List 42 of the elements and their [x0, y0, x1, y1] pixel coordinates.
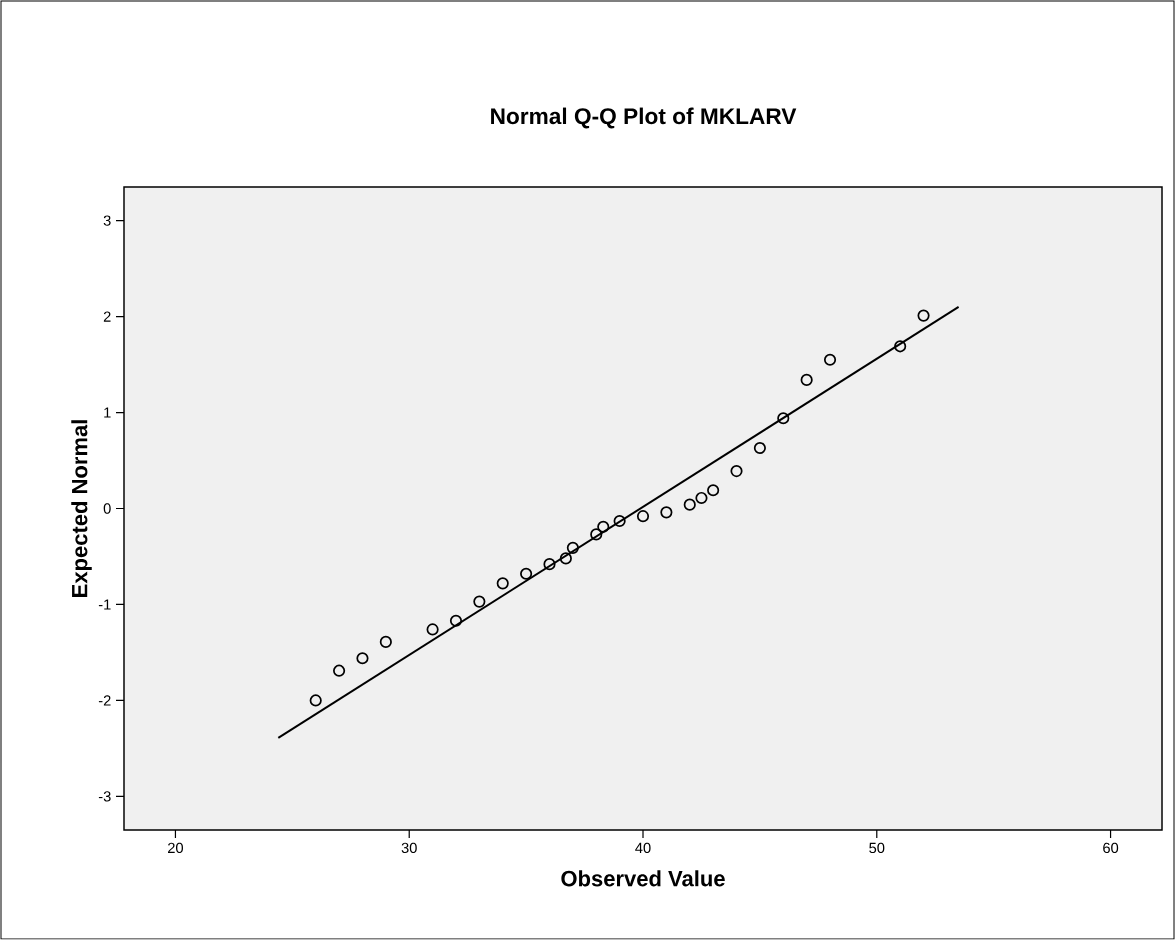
point: [449, 614, 463, 627]
chart-title: Normal Q-Q Plot of MKLARV: [491, 107, 797, 129]
y-axis-title: Expected Normal: [71, 420, 92, 597]
point: [636, 510, 650, 523]
point: [356, 652, 369, 665]
point: [559, 552, 572, 565]
x-tick-label: 60: [1103, 842, 1119, 854]
point: [520, 567, 533, 580]
x-tick-label: 20: [168, 842, 183, 854]
point: [590, 528, 603, 541]
y-tick-label: -1: [98, 599, 111, 610]
point: [496, 577, 509, 590]
point: [894, 340, 907, 353]
y-tick-label: -3: [98, 791, 111, 802]
point: [753, 441, 766, 455]
point: [917, 309, 930, 322]
point: [613, 514, 626, 528]
y-tick-label: -2: [98, 695, 111, 706]
point: [777, 412, 790, 425]
x-axis-title: Observed Value: [561, 870, 725, 887]
point: [707, 484, 720, 497]
point: [823, 353, 837, 366]
y-tick-label: 1: [104, 407, 111, 418]
point: [473, 595, 486, 608]
point: [800, 373, 813, 386]
point: [695, 491, 708, 505]
y-tick-label: 0: [103, 503, 111, 514]
point: [730, 465, 743, 478]
point: [333, 664, 346, 677]
x-tick-label: 30: [401, 842, 417, 854]
y-tick-label: 3: [103, 215, 111, 226]
point: [309, 694, 322, 707]
y-tick-label: 2: [103, 311, 111, 322]
point: [426, 623, 439, 636]
x-tick-label: 50: [869, 842, 885, 854]
point: [379, 635, 392, 648]
x-tick-label: 40: [635, 842, 651, 854]
point: [683, 498, 696, 511]
point: [566, 541, 579, 554]
point: [660, 506, 673, 519]
point: [597, 520, 610, 533]
point: [543, 558, 556, 571]
